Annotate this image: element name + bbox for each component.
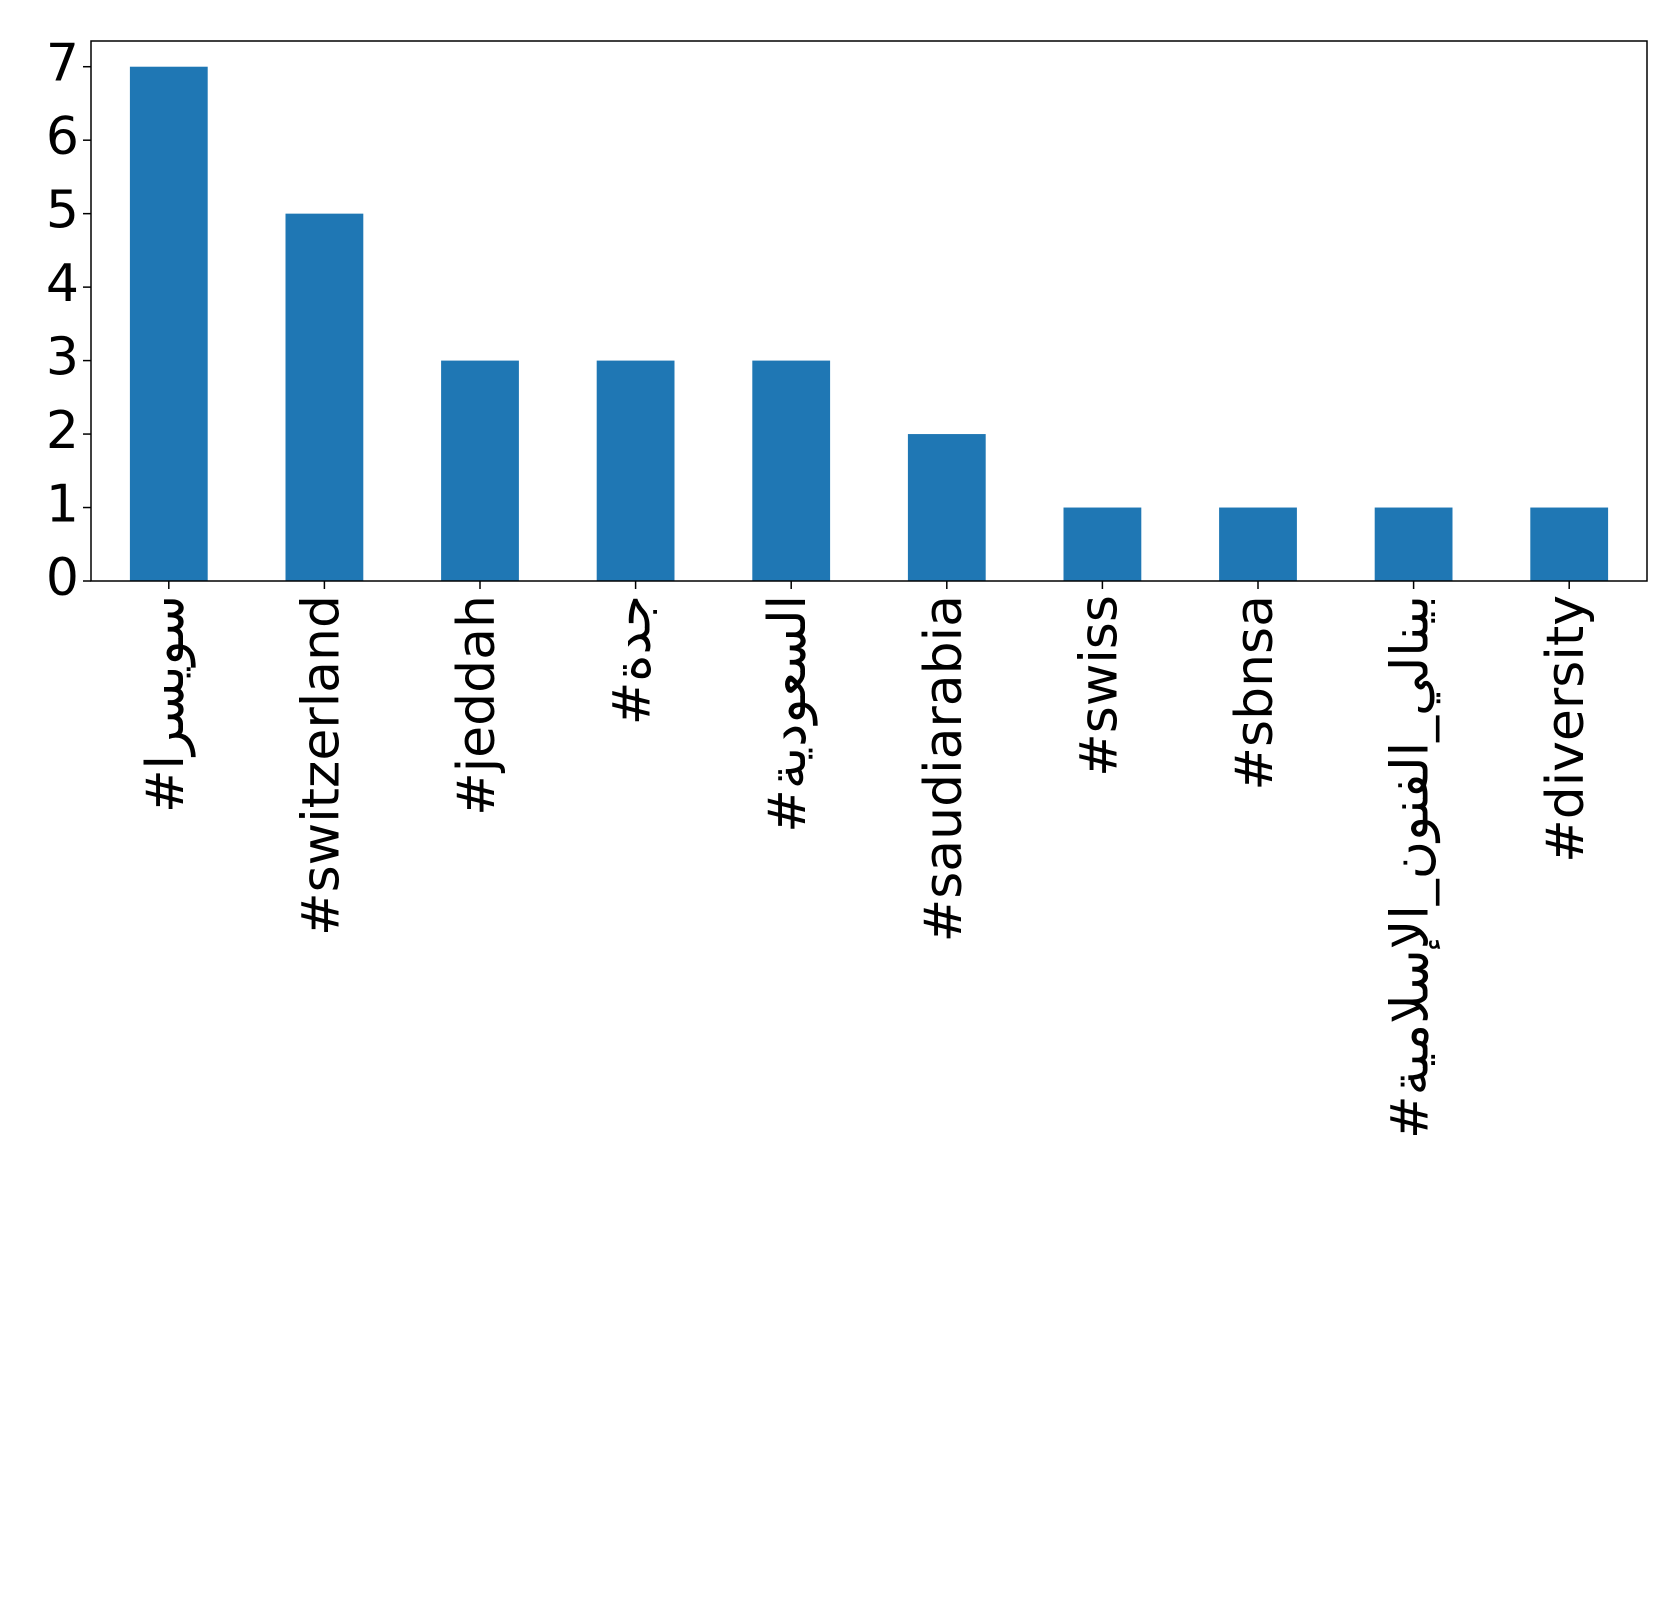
x-tick-label: #jeddah xyxy=(447,595,507,816)
bar xyxy=(1063,507,1142,581)
x-tick-label: #sbnsa xyxy=(1225,595,1285,791)
x-tick-label: #السعودية xyxy=(758,595,818,833)
y-tick-label: 0 xyxy=(46,548,79,608)
y-tick-label: 6 xyxy=(46,107,79,167)
bar xyxy=(129,66,208,581)
y-tick-label: 4 xyxy=(46,254,79,314)
bar xyxy=(1374,507,1453,581)
bar xyxy=(907,434,986,581)
bar xyxy=(752,360,831,581)
y-tick-label: 2 xyxy=(46,401,79,461)
y-tick-label: 3 xyxy=(46,328,79,388)
bar xyxy=(285,213,364,581)
x-tick-label: #جدة xyxy=(603,595,663,725)
y-tick-label: 5 xyxy=(46,181,79,241)
x-tick-label: #بينالي_الفنون_الإسلامية xyxy=(1381,595,1441,1139)
plot-frame xyxy=(90,40,1648,582)
bar xyxy=(596,360,675,581)
x-tick-label: #سويسرا xyxy=(136,595,196,813)
x-tick-label: #switzerland xyxy=(291,595,351,936)
x-tick-label: #swiss xyxy=(1069,595,1129,777)
x-tick-label: #saudiarabia xyxy=(914,595,974,942)
bar xyxy=(441,360,519,581)
bar xyxy=(1530,507,1609,581)
bar xyxy=(1219,507,1297,581)
x-tick-label: #diversity xyxy=(1536,595,1596,863)
y-tick-label: 1 xyxy=(46,475,79,535)
y-tick-label: 7 xyxy=(46,34,79,94)
